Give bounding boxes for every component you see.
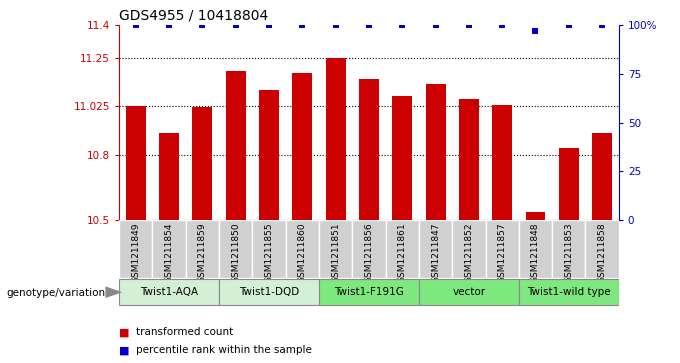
Text: GSM1211849: GSM1211849 [131, 223, 140, 283]
Bar [419, 220, 452, 278]
Text: GSM1211848: GSM1211848 [531, 223, 540, 283]
Text: genotype/variation: genotype/variation [7, 288, 106, 298]
Bar [319, 279, 419, 305]
Bar [459, 99, 479, 220]
Bar [526, 212, 545, 220]
Text: percentile rank within the sample: percentile rank within the sample [136, 345, 312, 355]
Bar [585, 220, 619, 278]
Bar [359, 79, 379, 220]
Bar [252, 220, 286, 278]
Text: vector: vector [452, 287, 486, 297]
Polygon shape [105, 286, 122, 298]
Text: Twist1-AQA: Twist1-AQA [140, 287, 198, 297]
Bar [319, 220, 352, 278]
Bar [419, 279, 519, 305]
Text: ■: ■ [119, 345, 129, 355]
Bar [559, 148, 579, 220]
Text: GSM1211854: GSM1211854 [165, 223, 173, 283]
Text: GSM1211858: GSM1211858 [598, 223, 607, 283]
Text: GSM1211855: GSM1211855 [265, 223, 273, 283]
Bar [492, 105, 512, 220]
Text: transformed count: transformed count [136, 327, 233, 337]
Text: GSM1211860: GSM1211860 [298, 223, 307, 283]
Bar [126, 106, 146, 220]
Text: Twist1-wild type: Twist1-wild type [527, 287, 611, 297]
Text: GSM1211861: GSM1211861 [398, 223, 407, 283]
Text: Twist1-F191G: Twist1-F191G [334, 287, 404, 297]
Bar [119, 279, 219, 305]
Bar [392, 95, 412, 220]
Bar [226, 71, 245, 220]
Bar [592, 133, 612, 220]
Bar [552, 220, 585, 278]
Text: GSM1211857: GSM1211857 [498, 223, 507, 283]
Bar [352, 220, 386, 278]
Bar [326, 58, 345, 220]
Text: GSM1211856: GSM1211856 [364, 223, 373, 283]
Bar [219, 220, 252, 278]
Bar [152, 220, 186, 278]
Bar [286, 220, 319, 278]
Bar [486, 220, 519, 278]
Bar [452, 220, 486, 278]
Bar [259, 90, 279, 220]
Bar [292, 73, 312, 220]
Bar [192, 107, 212, 220]
Text: GSM1211851: GSM1211851 [331, 223, 340, 283]
Bar [219, 279, 319, 305]
Text: GSM1211859: GSM1211859 [198, 223, 207, 283]
Bar [159, 133, 179, 220]
Text: GSM1211853: GSM1211853 [564, 223, 573, 283]
Bar [386, 220, 419, 278]
Bar [426, 83, 445, 220]
Text: GSM1211847: GSM1211847 [431, 223, 440, 283]
Bar [519, 279, 619, 305]
Bar [186, 220, 219, 278]
Text: Twist1-DQD: Twist1-DQD [239, 287, 299, 297]
Text: GSM1211852: GSM1211852 [464, 223, 473, 283]
Text: GSM1211850: GSM1211850 [231, 223, 240, 283]
Text: GDS4955 / 10418804: GDS4955 / 10418804 [119, 9, 268, 23]
Bar [519, 220, 552, 278]
Bar [119, 220, 152, 278]
Text: ■: ■ [119, 327, 129, 337]
